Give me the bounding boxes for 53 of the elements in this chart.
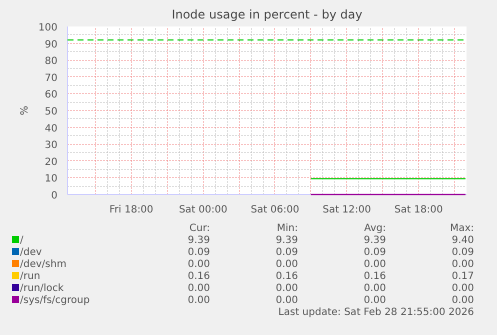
text: 9.39 (274, 235, 298, 247)
text: 9.39 (362, 235, 386, 247)
text: 9.39 (186, 235, 210, 247)
legend-label: /run (19, 271, 42, 283)
text: Avg: (363, 223, 386, 235)
legend-label: / (19, 235, 24, 247)
text: 0.00 (362, 259, 386, 271)
x-tick-label: Sat 18:00 (394, 204, 443, 216)
text: 0.16 (186, 271, 210, 283)
text: 0.00 (186, 259, 210, 271)
text: 0.00 (274, 295, 298, 307)
text: 0.00 (450, 259, 474, 271)
chart-title: Inode usage in percent - by day (172, 8, 362, 22)
text: 9.40 (450, 235, 474, 247)
text: 0.09 (450, 247, 474, 259)
x-tick-label: Sat 06:00 (250, 204, 300, 216)
y-tick-label: 0 (51, 190, 58, 202)
y-tick-label: 20 (44, 156, 58, 168)
text: 0.00 (186, 295, 210, 307)
y-tick-label: 40 (44, 123, 58, 134)
legend-label: /run/lock (19, 283, 65, 295)
text: 0.16 (362, 271, 386, 283)
text: 0.00 (274, 283, 298, 295)
text: 0.00 (274, 259, 298, 271)
text: 0.00 (362, 283, 386, 295)
text: 0.00 (186, 283, 210, 295)
text: 0.00 (450, 295, 474, 307)
text: 0.00 (362, 295, 386, 307)
legend-label: /sys/fs/cgroup (19, 295, 91, 307)
y-tick-label: 50 (44, 106, 58, 118)
y-tick-label: 90 (44, 39, 58, 50)
text: 0.09 (186, 247, 210, 259)
x-tick-label: Sat 12:00 (322, 204, 372, 216)
y-tick-label: 60 (44, 90, 58, 101)
text: Max: (448, 223, 474, 235)
text: Cur: (188, 223, 210, 235)
legend-label: /dev (19, 247, 43, 259)
x-tick-label: Fri 18:00 (109, 204, 154, 216)
text: Min: (276, 223, 298, 235)
text: 0.16 (274, 271, 298, 283)
y-tick-label: 70 (44, 72, 58, 84)
text: 0.09 (362, 247, 386, 259)
legend-label: /dev/shm (19, 259, 68, 271)
text: 0.09 (274, 247, 298, 259)
y-tick-label: 80 (44, 56, 58, 68)
y-tick-label: 30 (44, 140, 58, 152)
y-tick-label: 10 (44, 174, 58, 185)
text: 0.00 (450, 283, 474, 295)
x-tick-label: Sat 00:00 (178, 204, 228, 216)
text: Last update: Sat Feb 28 21:55:00 2026 (277, 307, 474, 319)
y-axis-title: % (19, 106, 30, 116)
y-tick-label: 100 (38, 22, 58, 34)
text: 0.17 (450, 271, 474, 283)
